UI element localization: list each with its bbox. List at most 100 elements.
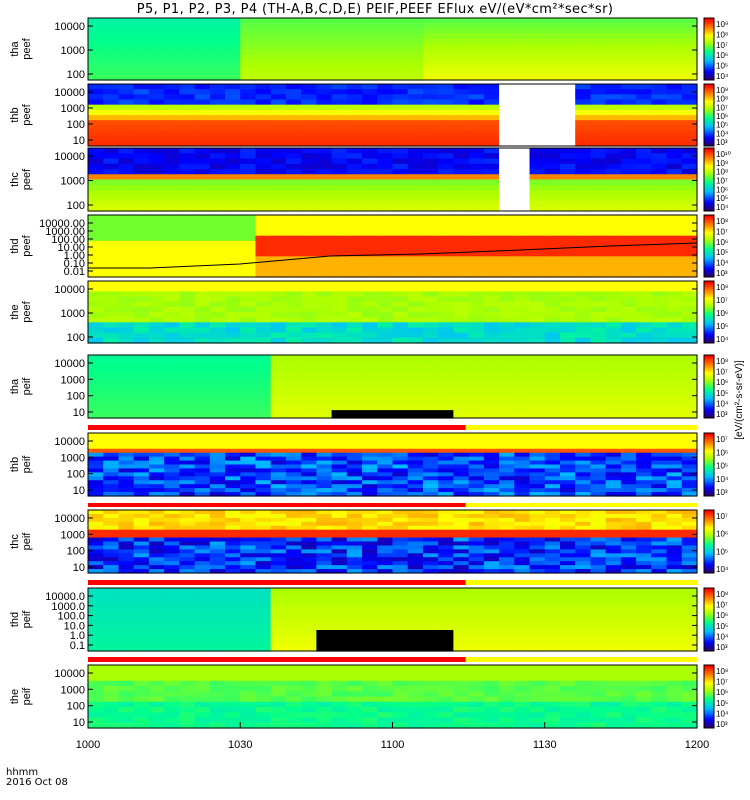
heatmap-cell xyxy=(118,104,135,111)
heatmap-cell xyxy=(438,565,454,570)
heatmap-cell xyxy=(620,140,637,147)
heatmap-cell xyxy=(301,406,317,411)
heatmap-cell xyxy=(392,619,409,626)
heatmap-cell xyxy=(605,460,622,466)
heatmap-cell xyxy=(438,174,454,181)
heatmap-cell xyxy=(392,49,409,55)
heatmap-cell xyxy=(514,398,531,403)
heatmap-cell xyxy=(270,635,287,642)
heatmap-cell xyxy=(301,163,317,170)
heatmap-cell xyxy=(118,38,135,45)
heatmap-cell xyxy=(499,89,515,95)
heatmap-cell xyxy=(362,64,378,71)
heatmap-cell xyxy=(285,54,302,60)
heatmap-cell xyxy=(179,588,196,594)
heatmap-cell xyxy=(422,529,439,535)
heatmap-cell xyxy=(285,378,302,384)
heatmap-cell xyxy=(590,33,607,40)
heatmap-cell xyxy=(575,433,592,438)
heatmap-cell xyxy=(636,28,652,35)
heatmap-cell xyxy=(651,89,668,95)
heatmap-cell xyxy=(651,163,668,170)
colorbar-tick-label: 10⁴ xyxy=(716,259,729,268)
heatmap-cell xyxy=(499,59,515,66)
heatmap-cell xyxy=(377,480,394,485)
heatmap-cell xyxy=(681,398,698,403)
heatmap-cell xyxy=(483,184,500,191)
heatmap-cell xyxy=(499,251,515,257)
heatmap-cell xyxy=(179,533,196,539)
heatmap-cell xyxy=(331,49,348,55)
heatmap-cell xyxy=(377,94,394,101)
heatmap-cell xyxy=(225,327,241,334)
y-tick-label: 10000 xyxy=(54,513,85,525)
heatmap-cell xyxy=(422,410,439,415)
heatmap-cell xyxy=(453,390,470,395)
heatmap-cell xyxy=(651,557,668,562)
heatmap-cell xyxy=(316,402,333,407)
heatmap-cell xyxy=(133,28,150,35)
heatmap-cell xyxy=(225,492,241,497)
heatmap-cell xyxy=(194,291,211,298)
heatmap-cell xyxy=(544,545,561,550)
heatmap-cell xyxy=(514,130,531,137)
heatmap-cell xyxy=(164,28,180,35)
heatmap-cell xyxy=(529,541,546,547)
colorbar-cell xyxy=(704,204,714,208)
colorbar-cell xyxy=(704,433,714,436)
heatmap-cell xyxy=(666,398,683,403)
heatmap-cell xyxy=(666,195,683,202)
heatmap-cell xyxy=(285,266,302,273)
heatmap-cell xyxy=(666,440,683,446)
heatmap-cell xyxy=(346,312,363,318)
heatmap-cell xyxy=(179,406,196,411)
heatmap-cell xyxy=(392,271,409,278)
colorbar-tick-label: 10⁴ xyxy=(716,72,729,81)
heatmap-cell xyxy=(362,394,378,399)
colorbar-tick-label: 10⁶ xyxy=(716,238,728,247)
heatmap-cell xyxy=(453,169,470,175)
heatmap-cell xyxy=(88,332,104,339)
heatmap-cell xyxy=(270,366,287,372)
heatmap-cell xyxy=(225,148,241,154)
heatmap-cell xyxy=(529,169,546,175)
heatmap-cell xyxy=(468,468,485,473)
heatmap-cell xyxy=(666,115,683,121)
heatmap-cell xyxy=(483,84,500,90)
heatmap-cell xyxy=(240,64,257,71)
heatmap-cell xyxy=(118,521,135,527)
heatmap-cell xyxy=(225,557,241,562)
heatmap-cell xyxy=(179,561,196,566)
heatmap-cell xyxy=(362,448,378,454)
heatmap-cell xyxy=(544,510,561,515)
heatmap-cell xyxy=(514,74,531,81)
heatmap-cell xyxy=(225,588,241,594)
heatmap-cell xyxy=(468,492,485,497)
heatmap-cell xyxy=(468,312,485,318)
colorbar-cell xyxy=(704,104,714,108)
heatmap-cell xyxy=(559,230,576,237)
heatmap-cell xyxy=(118,153,135,160)
heatmap-cell xyxy=(468,394,485,399)
heatmap-cell xyxy=(575,362,592,368)
heatmap-cell xyxy=(225,266,241,273)
heatmap-cell xyxy=(575,517,592,523)
heatmap-cell xyxy=(392,184,409,191)
heatmap-cell xyxy=(88,635,104,642)
heatmap-cell xyxy=(575,64,592,71)
heatmap-cell xyxy=(438,261,454,268)
heatmap-cell xyxy=(559,452,576,458)
heatmap-cell xyxy=(285,109,302,116)
heatmap-cell xyxy=(453,301,470,308)
heatmap-cell xyxy=(392,537,409,543)
heatmap-cell xyxy=(422,436,439,442)
heatmap-cell xyxy=(179,225,196,232)
heatmap-cell xyxy=(407,200,424,207)
colorbar-cell xyxy=(704,219,714,222)
heatmap-cell xyxy=(118,619,135,626)
heatmap-cell xyxy=(499,18,515,24)
heatmap-cell xyxy=(666,43,683,50)
heatmap-cell xyxy=(636,545,652,550)
heatmap-cell xyxy=(377,525,394,531)
colorbar-frame xyxy=(703,354,715,419)
